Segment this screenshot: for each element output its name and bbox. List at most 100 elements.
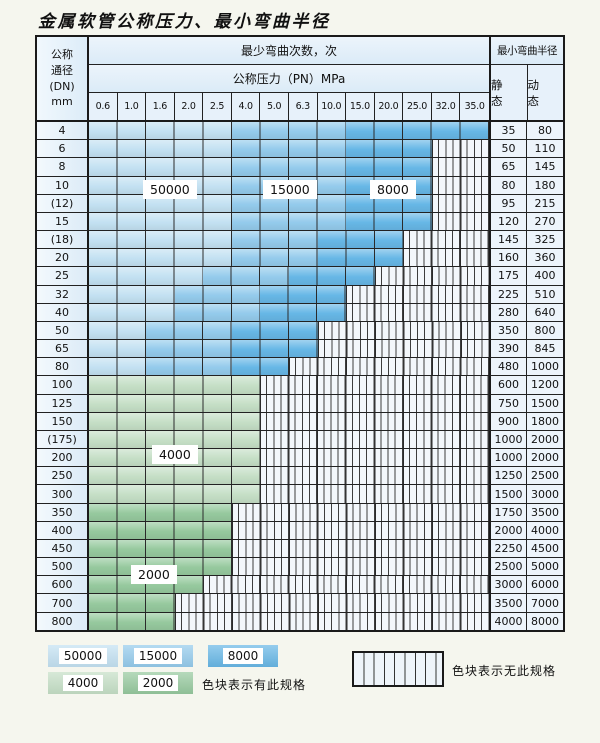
- no-spec-region: [174, 612, 489, 630]
- dn-value: 15: [37, 212, 89, 231]
- table-row: 8 65 145: [37, 158, 563, 177]
- table-row: 40 280 640: [37, 303, 563, 322]
- dynamic-radius-value: 360: [526, 249, 563, 267]
- spec-band-50000: [89, 321, 147, 340]
- legend-item-2000: 2000: [123, 672, 193, 694]
- no-spec-legend-swatch: [352, 651, 444, 687]
- dynamic-radius-value: 7000: [526, 594, 563, 612]
- no-spec-region: [431, 194, 489, 212]
- spec-band-50000: [89, 212, 232, 231]
- spec-bands: [89, 321, 489, 340]
- legend-item-50000: 50000: [48, 645, 118, 667]
- spec-bands: [89, 430, 489, 449]
- pressure-col-header: 2.5: [203, 93, 232, 120]
- spec-band-8000: [231, 358, 289, 376]
- dn-value: 65: [37, 340, 89, 358]
- no-spec-region: [346, 285, 489, 303]
- spec-bands: [89, 376, 489, 394]
- spec-band-50000: [89, 158, 232, 176]
- cycles-region-label: 50000: [143, 180, 197, 199]
- static-radius-value: 3000: [489, 576, 526, 594]
- dynamic-radius-value: 2000: [526, 449, 563, 467]
- spec-band-15000: [203, 267, 289, 285]
- spec-band-8000: [231, 321, 318, 340]
- no-spec-region: [231, 558, 489, 576]
- static-radius-value: 1000: [489, 430, 526, 449]
- spec-band-50000: [89, 249, 232, 267]
- dynamic-radius-value: 325: [526, 231, 563, 249]
- dynamic-radius-value: 1000: [526, 358, 563, 376]
- corner-header: 公称 通径 (DN) mm: [37, 37, 89, 120]
- pressure-col-header: 6.3: [289, 93, 318, 120]
- has-spec-note: 色块表示有此规格: [202, 678, 307, 692]
- static-dynamic-headers: 静 态 动 态: [491, 65, 563, 120]
- legend-label-4000: 4000: [62, 675, 104, 691]
- cycles-region-label: 15000: [263, 180, 317, 199]
- no-spec-region: [317, 340, 489, 358]
- spec-band-4000: [89, 394, 261, 412]
- page-title: 金属软管公称压力、最小弯曲半径: [38, 12, 331, 32]
- dn-value: (12): [37, 194, 89, 212]
- spec-band-4000: [89, 485, 261, 503]
- no-spec-region: [317, 321, 489, 340]
- dynamic-radius-value: 1500: [526, 394, 563, 412]
- dn-value: 800: [37, 612, 89, 630]
- static-radius-value: 390: [489, 340, 526, 358]
- spec-bands: [89, 521, 489, 539]
- legend-label-15000: 15000: [133, 648, 183, 664]
- dn-value: 500: [37, 558, 89, 576]
- dynamic-radius-value: 215: [526, 194, 563, 212]
- static-radius-value: 1000: [489, 449, 526, 467]
- pressure-col-headers: 0.6 1.0 1.6 2.0 2.5 4.0 5.0 6.3 10.0 15.0 20.0 25.0…: [89, 93, 489, 120]
- dynamic-radius-value: 400: [526, 267, 563, 285]
- cycles-header-area: 最少弯曲次数，次 公称压力（PN）MPa 0.6 1.0 1.6 2.0 2.5 4.0 5…: [89, 37, 489, 120]
- table-row: 15 120 270: [37, 212, 563, 232]
- pressure-col-header: 1.0: [118, 93, 147, 120]
- spec-band-8000: [288, 267, 375, 285]
- spec-band-15000: [231, 194, 347, 212]
- table-row: 80 480 1000: [37, 358, 563, 377]
- table-row: 450 2250 4500: [37, 539, 563, 559]
- static-radius-value: 4000: [489, 612, 526, 630]
- spec-band-15000: [231, 140, 347, 158]
- dn-value: 4: [37, 122, 89, 140]
- corner-header-line: (DN): [49, 79, 75, 93]
- table-row: 800 4000 8000: [37, 612, 563, 630]
- spec-band-2000: [89, 503, 232, 521]
- spec-band-8000: [260, 303, 347, 321]
- static-radius-value: 2250: [489, 539, 526, 558]
- nominal-pressure-header: 公称压力（PN）MPa: [89, 65, 489, 93]
- table-row: 250 1250 2500: [37, 467, 563, 486]
- static-radius-value: 50: [489, 140, 526, 158]
- pressure-col-header: 32.0: [432, 93, 461, 120]
- dynamic-radius-value: 510: [526, 285, 563, 303]
- spec-band-8000: [346, 140, 432, 158]
- spec-bands: [89, 285, 489, 303]
- table-header: 公称 通径 (DN) mm 最少弯曲次数，次 公称压力（PN）MPa 0.6 1.0 1.…: [37, 37, 563, 122]
- dn-value: (18): [37, 231, 89, 249]
- pressure-col-header: 0.6: [89, 93, 118, 120]
- spec-band-15000: [146, 340, 232, 358]
- static-radius-value: 145: [489, 231, 526, 249]
- dn-value: 80: [37, 358, 89, 376]
- spec-band-50000: [89, 140, 232, 158]
- spec-band-15000: [231, 231, 318, 249]
- dn-value: 125: [37, 394, 89, 412]
- dynamic-radius-value: 3000: [526, 485, 563, 503]
- static-header: 静 态: [491, 65, 528, 120]
- dn-value: 8: [37, 158, 89, 176]
- spec-bands: [89, 140, 489, 158]
- static-radius-value: 3500: [489, 594, 526, 612]
- spec-band-15000: [231, 212, 347, 231]
- spec-band-50000: [89, 267, 204, 285]
- spec-bands: [89, 212, 489, 231]
- static-radius-value: 2000: [489, 521, 526, 539]
- spec-bands: [89, 503, 489, 521]
- static-radius-value: 750: [489, 394, 526, 412]
- dynamic-radius-value: 1200: [526, 376, 563, 394]
- pressure-col-header: 2.0: [175, 93, 204, 120]
- dynamic-radius-value: 640: [526, 303, 563, 321]
- spec-band-2000: [89, 594, 175, 612]
- no-spec-region: [260, 485, 489, 503]
- table-row: 300 1500 3000: [37, 485, 563, 504]
